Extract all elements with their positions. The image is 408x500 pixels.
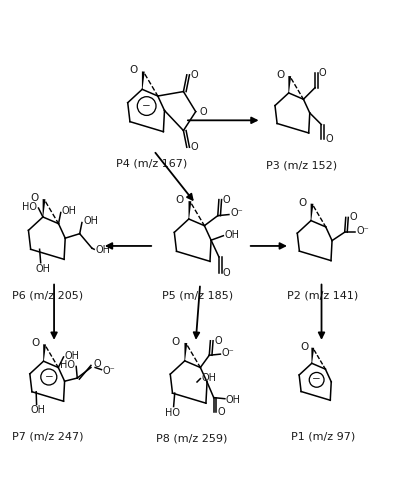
Text: P4 (m/z 167): P4 (m/z 167) xyxy=(116,159,187,169)
Text: O: O xyxy=(223,268,231,278)
Text: O: O xyxy=(93,360,101,370)
Text: O: O xyxy=(31,338,39,348)
Text: O⁻: O⁻ xyxy=(356,226,369,236)
Text: O: O xyxy=(172,337,180,347)
Text: P8 (m/z 259): P8 (m/z 259) xyxy=(156,433,228,443)
Text: O: O xyxy=(191,70,198,80)
Polygon shape xyxy=(142,72,145,90)
Text: OH: OH xyxy=(31,406,46,415)
Text: P6 (m/z 205): P6 (m/z 205) xyxy=(12,290,84,300)
Text: OH: OH xyxy=(62,206,77,216)
Text: HO: HO xyxy=(165,408,180,418)
Text: OH: OH xyxy=(224,230,239,239)
Text: O: O xyxy=(223,194,231,204)
Text: O: O xyxy=(276,70,284,80)
Text: OH: OH xyxy=(95,246,110,256)
Text: −: − xyxy=(44,372,53,382)
Polygon shape xyxy=(288,76,291,93)
Text: O: O xyxy=(191,142,198,152)
Text: OH: OH xyxy=(64,351,80,361)
Text: P3 (m/z 152): P3 (m/z 152) xyxy=(266,160,337,170)
Text: O: O xyxy=(176,195,184,205)
Polygon shape xyxy=(188,201,191,219)
Text: OH: OH xyxy=(226,395,241,405)
Text: O: O xyxy=(218,407,225,417)
Polygon shape xyxy=(184,343,187,361)
Text: OH: OH xyxy=(83,216,98,226)
Text: P1 (m/z 97): P1 (m/z 97) xyxy=(290,432,355,442)
Text: O: O xyxy=(325,134,333,144)
Polygon shape xyxy=(43,344,46,361)
Polygon shape xyxy=(310,204,313,220)
Text: P7 (m/z 247): P7 (m/z 247) xyxy=(12,432,84,442)
Text: HO: HO xyxy=(22,202,38,212)
Polygon shape xyxy=(42,199,45,217)
Text: P2 (m/z 141): P2 (m/z 141) xyxy=(287,290,358,300)
Text: OH: OH xyxy=(202,372,217,382)
Text: O⁻: O⁻ xyxy=(222,348,234,358)
Text: O⁻: O⁻ xyxy=(102,366,115,376)
Text: O: O xyxy=(319,68,326,78)
Text: O: O xyxy=(30,193,38,203)
Polygon shape xyxy=(311,348,314,364)
Text: −: − xyxy=(142,100,151,110)
Text: O: O xyxy=(298,198,307,207)
Text: OH: OH xyxy=(35,264,51,274)
Text: O: O xyxy=(214,336,222,346)
Text: P5 (m/z 185): P5 (m/z 185) xyxy=(162,290,233,300)
Text: O: O xyxy=(300,342,308,352)
Text: −: − xyxy=(312,374,321,384)
Text: O: O xyxy=(129,66,137,76)
Text: O⁻: O⁻ xyxy=(230,208,243,218)
Text: HO: HO xyxy=(60,360,75,370)
Text: O: O xyxy=(200,106,207,117)
Text: O: O xyxy=(350,212,357,222)
